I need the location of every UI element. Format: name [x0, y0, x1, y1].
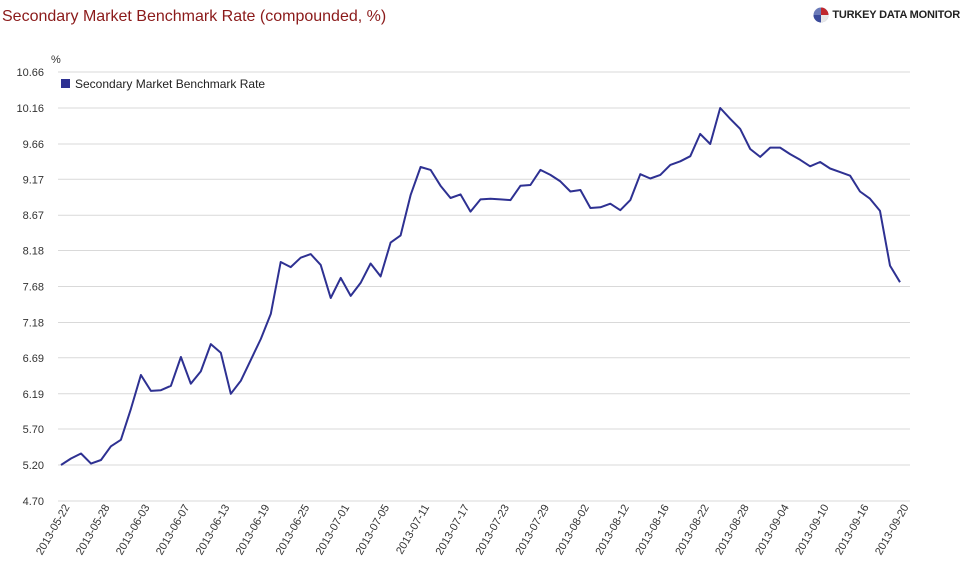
x-tick-label: 2013-08-28 [713, 503, 752, 558]
y-tick-label: 5.20 [23, 460, 44, 472]
legend: Secondary Market Benchmark Rate [61, 77, 265, 91]
chart-title: Secondary Market Benchmark Rate (compoun… [2, 8, 387, 25]
x-axis-ticks: 2013-05-22 2013-05-28 2013-06-03 2013-06-07… [34, 503, 912, 558]
x-tick-label: 2013-06-07 [154, 503, 193, 558]
x-tick-label: 2013-08-16 [633, 503, 672, 558]
y-tick-label: 8.18 [23, 246, 44, 258]
brand-text: TURKEY DATA MONITOR [832, 9, 960, 21]
y-tick-label: 4.70 [23, 496, 44, 508]
x-tick-label: 2013-06-19 [234, 503, 273, 558]
x-tick-label: 2013-05-28 [74, 503, 113, 558]
x-tick-label: 2013-09-04 [753, 503, 792, 558]
x-tick-label: 2013-07-11 [394, 503, 432, 557]
y-tick-label: 6.19 [23, 389, 44, 401]
series-line-0 [60, 107, 901, 466]
y-tick-label: 10.66 [16, 67, 44, 79]
x-tick-label: 2013-08-02 [553, 503, 592, 558]
x-tick-label: 2013-09-10 [793, 503, 832, 558]
x-tick-label: 2013-07-23 [474, 503, 513, 558]
y-tick-label: 7.68 [23, 282, 44, 294]
x-tick-label: 2013-07-01 [314, 503, 353, 558]
x-tick-label: 2013-07-29 [513, 503, 552, 558]
x-tick-label: 2013-07-17 [434, 503, 473, 558]
legend-swatch [61, 79, 70, 88]
y-axis-unit-label: % [51, 54, 61, 66]
pie-globe-icon [813, 7, 829, 23]
legend-label: Secondary Market Benchmark Rate [75, 77, 265, 91]
y-axis-ticks: 4.70 5.20 5.70 6.19 6.69 7.18 7.68 8.18 8.67 9.17… [16, 67, 44, 508]
x-tick-label: 2013-09-20 [873, 503, 912, 558]
brand-logo: TURKEY DATA MONITOR [813, 7, 960, 23]
y-tick-label: 6.69 [23, 353, 44, 365]
x-tick-label: 2013-06-25 [274, 503, 313, 558]
y-tick-label: 8.67 [23, 210, 44, 222]
y-tick-label: 9.66 [23, 139, 44, 151]
x-tick-label: 2013-07-05 [354, 503, 393, 558]
x-tick-label: 2013-06-03 [114, 503, 153, 558]
series-lines [60, 107, 901, 466]
x-tick-label: 2013-06-13 [194, 503, 233, 558]
y-tick-label: 9.17 [23, 174, 44, 186]
x-tick-label: 2013-05-22 [34, 503, 73, 558]
x-tick-label: 2013-09-16 [833, 503, 872, 558]
y-tick-label: 10.16 [16, 103, 44, 115]
y-tick-label: 5.70 [23, 424, 44, 436]
y-tick-label: 7.18 [23, 317, 44, 329]
x-tick-label: 2013-08-12 [593, 503, 632, 558]
gridlines [58, 71, 910, 502]
x-tick-label: 2013-08-22 [673, 503, 712, 558]
